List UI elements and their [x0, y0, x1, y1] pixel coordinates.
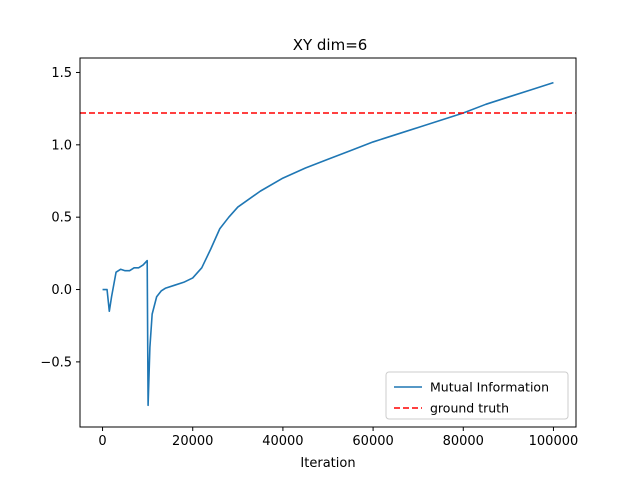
legend: Mutual Information ground truth	[385, 371, 569, 420]
y-tick-label: 1.5	[51, 66, 72, 81]
x-tick-label: 80000	[443, 434, 484, 449]
x-axis: 0 20000 40000 60000 80000 100000	[98, 427, 578, 449]
x-tick-label: 20000	[172, 434, 213, 449]
x-tick-label: 60000	[352, 434, 393, 449]
legend-label-0: Mutual Information	[430, 380, 549, 395]
y-tick-label: 0.5	[51, 211, 72, 226]
y-axis: −0.5 0.0 0.5 1.0 1.5	[40, 66, 80, 370]
legend-box	[385, 371, 569, 420]
x-axis-label: Iteration	[300, 456, 355, 471]
legend-label-1: ground truth	[430, 401, 509, 416]
plot-frame	[79, 57, 577, 428]
x-tick-label: 0	[98, 434, 106, 449]
series-layer	[80, 81, 576, 407]
x-tick-label: 100000	[529, 434, 579, 449]
series-line-0	[102, 81, 554, 407]
y-tick-label: 0.0	[51, 283, 72, 298]
y-tick-label: 1.0	[51, 138, 72, 153]
x-tick-label: 40000	[262, 434, 303, 449]
y-tick-label: −0.5	[40, 355, 72, 370]
chart-title: XY dim=6	[293, 36, 368, 54]
